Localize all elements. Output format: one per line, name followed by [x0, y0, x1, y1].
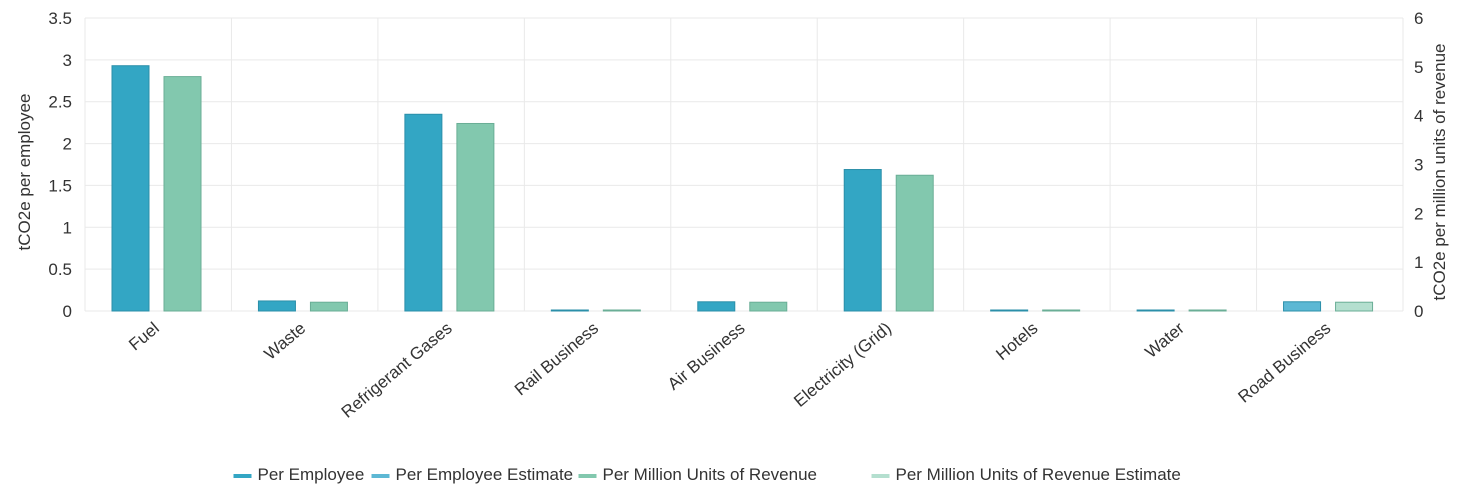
y-tick-label: 1.5 — [48, 176, 72, 195]
y-tick-label: 2 — [63, 135, 72, 154]
legend: Per Employee Per Employee Estimate Per Mil… — [233, 465, 1181, 484]
y-tick-label: 2.5 — [48, 93, 72, 112]
y2-tick-label: 2 — [1414, 204, 1423, 223]
bar-per-employee-estimate — [1283, 301, 1322, 312]
y-tick-label: 0 — [63, 302, 72, 321]
y2-tick-label: 3 — [1414, 156, 1423, 175]
y2-axis-title: tCO2e per million units of revenue — [1430, 43, 1449, 300]
x-category-label: Fuel — [125, 319, 163, 355]
legend-label: Per Million Units of Revenue Estimate — [896, 465, 1181, 484]
legend-swatch — [371, 474, 390, 478]
bar-per-million-units-of-revenue — [163, 76, 202, 312]
x-category-label: Water — [1141, 318, 1188, 362]
bar-per-million-units-of-revenue — [1188, 309, 1227, 312]
gridlines — [84, 17, 1404, 312]
bar-per-employee — [404, 113, 443, 312]
x-category-label: Hotels — [992, 319, 1041, 365]
bar-per-million-units-of-revenue — [602, 309, 641, 312]
y2-tick-label: 1 — [1414, 253, 1423, 272]
bar-per-million-units-of-revenue — [749, 301, 788, 312]
y-tick-label: 3.5 — [48, 9, 72, 28]
legend-swatch — [578, 474, 597, 478]
x-category-label: Air Business — [664, 319, 749, 394]
y2-tick-label: 5 — [1414, 58, 1423, 77]
bar-per-employee — [843, 169, 882, 312]
bar-per-million-units-of-revenue — [895, 174, 934, 312]
legend-swatch — [871, 474, 890, 478]
bar-per-employee — [990, 309, 1029, 312]
bar-per-million-units-of-revenue — [309, 301, 348, 312]
bar-per-employee — [111, 65, 150, 312]
legend-label: Per Employee — [258, 465, 365, 484]
x-category-label: Electricity (Grid) — [790, 319, 895, 411]
y2-tick-label: 4 — [1414, 107, 1423, 126]
bar-per-employee — [257, 300, 296, 312]
bar-per-employee — [1136, 309, 1175, 312]
bar-per-million-units-of-revenue — [1042, 309, 1081, 312]
legend-swatch — [233, 474, 252, 478]
y-tick-label: 3 — [63, 51, 72, 70]
y2-tick-label: 0 — [1414, 302, 1423, 321]
bar-per-million-units-of-revenue-estimate — [1335, 301, 1374, 312]
bar-per-million-units-of-revenue — [456, 122, 495, 312]
legend-label: Per Employee Estimate — [396, 465, 574, 484]
y-axis-title: tCO2e per employee — [15, 94, 34, 251]
bar-per-employee — [550, 309, 589, 312]
bar-per-employee — [697, 301, 736, 312]
x-category-label: Waste — [261, 319, 310, 364]
bars — [111, 65, 1374, 312]
x-category-label: Road Business — [1235, 319, 1335, 407]
legend-label: Per Million Units of Revenue — [603, 465, 817, 484]
y-tick-label: 1 — [63, 218, 72, 237]
axes: 0 0.5 1 1.5 2 2.5 3 3.5 0 1 2 3 4 5 6 Fuel Waste Refriger… — [48, 9, 1423, 422]
x-category-label: Rail Business — [511, 319, 602, 400]
x-category-label: Refrigerant Gases — [338, 319, 456, 422]
y2-tick-label: 6 — [1414, 9, 1423, 28]
y-tick-label: 0.5 — [48, 260, 72, 279]
